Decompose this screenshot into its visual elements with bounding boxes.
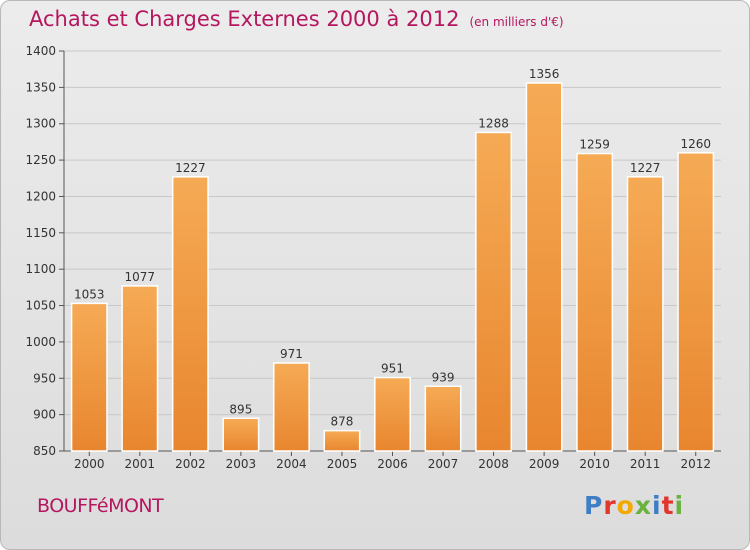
y-tick-label: 1100	[25, 262, 56, 276]
data-label-2007: 939	[432, 370, 455, 384]
data-label-2008: 1288	[478, 116, 509, 130]
data-label-2011: 1227	[630, 161, 661, 175]
y-tick-label: 1000	[25, 335, 56, 349]
bar-2005	[323, 429, 361, 452]
bar-2000	[70, 302, 108, 452]
bar-2011	[626, 176, 664, 452]
x-tick-label-2010: 2010	[579, 457, 610, 471]
x-tick-label-2006: 2006	[377, 457, 408, 471]
y-tick-label: 1050	[25, 299, 56, 313]
data-label-2001: 1077	[125, 270, 156, 284]
y-tick-label: 850	[33, 444, 56, 458]
y-tick-label: 950	[33, 371, 56, 385]
y-tick-label: 1250	[25, 153, 56, 167]
data-label-2009: 1356	[529, 67, 560, 81]
bar-2001	[121, 285, 159, 452]
bars	[70, 82, 715, 452]
data-label-2002: 1227	[175, 161, 206, 175]
chart-title: Achats et Charges Externes 2000 à 2012 (e…	[29, 7, 564, 31]
data-label-2005: 878	[331, 415, 354, 429]
grid-lines	[64, 50, 721, 416]
x-tick-label-2002: 2002	[175, 457, 206, 471]
bar-2012	[677, 152, 715, 452]
data-label-2000: 1053	[74, 287, 105, 301]
y-tick-label: 1350	[25, 80, 56, 94]
y-tick-label: 1300	[25, 117, 56, 131]
x-tick-label-2011: 2011	[630, 457, 661, 471]
y-tick-label: 1200	[25, 189, 56, 203]
chart-unit: (en milliers d'€)	[469, 15, 564, 29]
data-label-2004: 971	[280, 347, 303, 361]
logo-letter: i	[674, 491, 685, 520]
logo-letter: P	[584, 491, 604, 520]
y-tick-label: 1150	[25, 226, 56, 240]
chart-title-text: Achats et Charges Externes 2000 à 2012	[29, 7, 460, 31]
x-tick-label-2004: 2004	[276, 457, 307, 471]
data-label-2010: 1259	[579, 138, 610, 152]
logo-letter: t	[661, 491, 675, 520]
bar-2008	[475, 131, 513, 452]
labels: 850 900 950 1000 1050 1100 1150 1200 1250 1300 135…	[25, 44, 711, 471]
bar-2007	[424, 385, 462, 452]
x-tick-label-2012: 2012	[680, 457, 711, 471]
x-tick-label-2007: 2007	[428, 457, 459, 471]
proxiti-logo: Proxiti	[584, 491, 684, 520]
logo-letter: o	[616, 491, 635, 520]
bar-2003	[222, 417, 260, 452]
y-tick-label: 1400	[25, 44, 56, 58]
x-tick-label-2009: 2009	[529, 457, 560, 471]
x-tick-label-2001: 2001	[125, 457, 156, 471]
bar-2002	[171, 176, 209, 452]
logo-letter: r	[603, 491, 617, 520]
data-label-2003: 895	[229, 402, 252, 416]
data-label-2012: 1260	[680, 137, 711, 151]
location-name: BOUFFéMONT	[37, 495, 164, 517]
y-tick-label: 900	[33, 408, 56, 422]
logo-letter: i	[652, 491, 662, 520]
logo-letter: x	[634, 491, 652, 520]
bar-2006	[374, 376, 411, 452]
x-tick-label-2000: 2000	[74, 457, 105, 471]
bar-2004	[272, 362, 310, 452]
x-tick-label-2003: 2003	[226, 457, 257, 471]
bar-2009	[525, 82, 563, 452]
bar-2010	[576, 152, 614, 452]
x-tick-label-2008: 2008	[478, 457, 509, 471]
data-label-2006: 951	[381, 362, 404, 376]
x-tick-label-2005: 2005	[327, 457, 358, 471]
